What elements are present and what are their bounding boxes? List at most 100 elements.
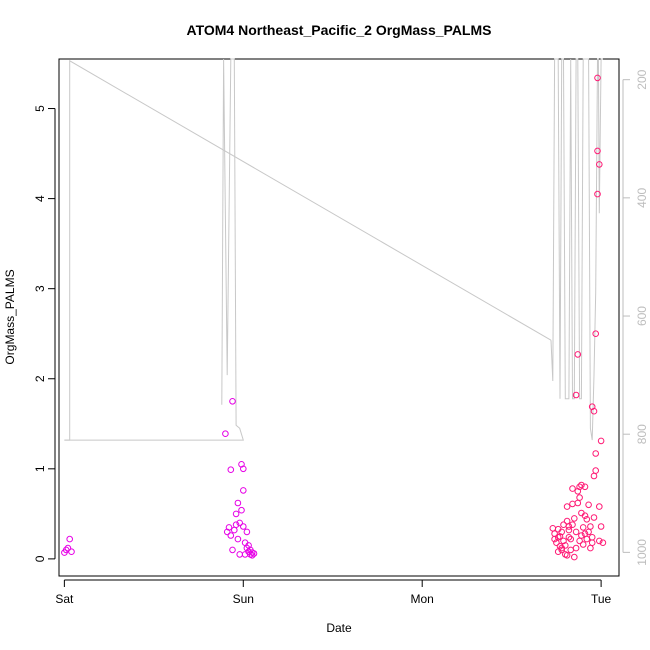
- data-point: [569, 485, 576, 492]
- x-tick-label: Sun: [233, 592, 254, 606]
- data-point: [587, 544, 594, 552]
- data-point: [565, 523, 573, 530]
- data-point: [588, 539, 596, 547]
- y-tick-label: 1: [33, 465, 47, 472]
- y-axis-label: OrgMass_PALMS: [3, 269, 17, 364]
- data-point: [590, 514, 598, 521]
- data-point: [596, 161, 603, 168]
- x-tick-label: Mon: [411, 592, 434, 606]
- data-point: [567, 546, 575, 554]
- data-point: [592, 330, 600, 338]
- data-point: [231, 526, 238, 534]
- data-point: [590, 472, 598, 480]
- data-point: [250, 550, 258, 557]
- data-point: [571, 515, 578, 522]
- data-point: [563, 503, 571, 510]
- points-layer: [61, 74, 607, 561]
- data-point: [572, 544, 580, 552]
- y-right-tick-label: 400: [635, 188, 649, 208]
- gray-line-segment-0: [64, 59, 552, 441]
- data-point: [565, 534, 573, 541]
- data-point: [227, 532, 235, 539]
- data-point: [572, 391, 580, 399]
- data-point: [232, 510, 240, 518]
- data-point: [567, 535, 575, 543]
- data-point: [576, 494, 583, 501]
- y-axis-left: 0 1 2 3 4 5: [33, 105, 56, 562]
- data-point: [597, 523, 605, 530]
- data-point: [579, 524, 587, 531]
- data-point: [569, 521, 576, 529]
- y-right-tick-label: 200: [635, 69, 649, 89]
- x-tick-label: Sat: [55, 592, 74, 606]
- data-point: [590, 407, 598, 415]
- data-point: [558, 528, 566, 536]
- data-point: [562, 542, 569, 549]
- data-point: [594, 74, 601, 82]
- data-point: [66, 535, 73, 543]
- chart-title: ATOM4 Northeast_Pacific_2 OrgMass_PALMS: [187, 22, 492, 38]
- y-tick-label: 5: [33, 105, 47, 112]
- data-point: [596, 503, 603, 510]
- data-point: [571, 553, 578, 561]
- data-point: [240, 487, 247, 494]
- data-point: [583, 535, 591, 543]
- y-right-tick-label: 600: [635, 306, 649, 326]
- data-point: [229, 398, 236, 405]
- data-point: [592, 467, 600, 474]
- y-right-tick-label: 1000: [635, 539, 649, 566]
- gray-line-segment-1: [64, 58, 244, 441]
- data-point: [551, 530, 558, 538]
- data-point: [587, 523, 594, 530]
- data-point: [236, 551, 243, 558]
- data-point: [554, 534, 562, 541]
- x-axis: Sat Sun Mon Tue: [55, 579, 612, 606]
- data-point: [563, 517, 571, 525]
- data-point: [225, 524, 233, 531]
- data-point: [227, 466, 235, 474]
- x-tick-label: Tue: [591, 592, 612, 606]
- data-point: [236, 519, 243, 527]
- data-point: [574, 351, 582, 358]
- data-point: [599, 539, 607, 547]
- data-point: [563, 552, 571, 559]
- data-point: [232, 521, 240, 529]
- plot-frame: [58, 58, 620, 577]
- data-point: [240, 465, 247, 473]
- data-point: [64, 544, 72, 552]
- data-point: [222, 430, 229, 438]
- gray-line-layer: [64, 58, 603, 441]
- data-point: [594, 147, 601, 155]
- data-point: [558, 546, 566, 554]
- data-point: [234, 499, 242, 507]
- data-point: [581, 483, 589, 491]
- y-tick-label: 0: [33, 555, 47, 562]
- data-point: [585, 501, 592, 509]
- data-point: [229, 546, 236, 554]
- data-point: [574, 499, 582, 507]
- y-tick-label: 3: [33, 285, 47, 292]
- x-axis-label: Date: [326, 621, 352, 635]
- data-point: [592, 450, 600, 457]
- data-point: [597, 437, 605, 445]
- data-point: [240, 523, 247, 530]
- gray-line-segment-2: [550, 58, 603, 441]
- data-point: [581, 512, 589, 520]
- data-point: [578, 481, 585, 489]
- data-point: [594, 190, 601, 198]
- data-point: [243, 528, 251, 536]
- data-point: [238, 506, 245, 514]
- data-point: [588, 534, 596, 541]
- data-point: [596, 537, 603, 545]
- data-point: [68, 548, 75, 556]
- data-point: [583, 516, 591, 523]
- data-point: [248, 552, 256, 559]
- data-point: [549, 525, 557, 532]
- data-point: [234, 535, 242, 543]
- data-point: [569, 500, 576, 508]
- y-tick-label: 4: [33, 195, 47, 202]
- y-right-tick-label: 800: [635, 424, 649, 444]
- data-point: [579, 541, 587, 548]
